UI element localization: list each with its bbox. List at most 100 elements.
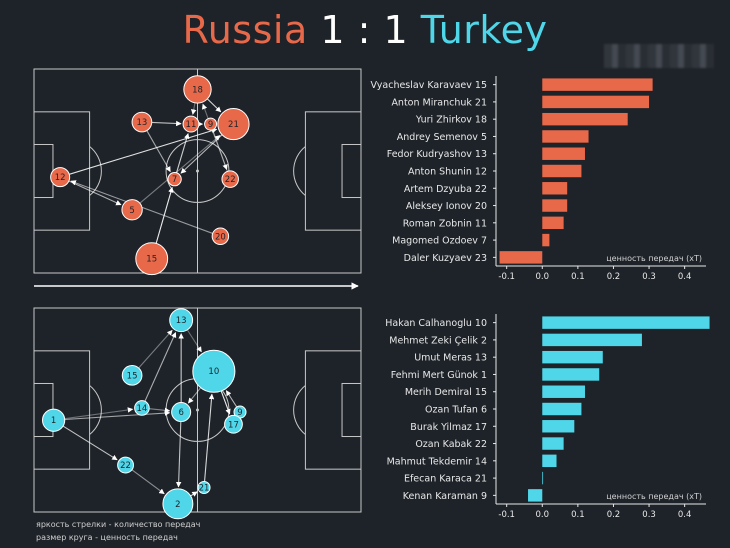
player-number: 1 <box>51 416 56 426</box>
x-tick-label: 0.2 <box>607 272 621 282</box>
player-node: 22 <box>117 456 134 474</box>
player-circle <box>217 107 250 141</box>
player-node: 20 <box>211 227 230 246</box>
player-circle <box>169 308 194 333</box>
left-penalty-area <box>33 350 91 470</box>
pass-arrow <box>212 129 228 171</box>
pass-arrow <box>220 390 231 415</box>
player-circle <box>167 172 182 187</box>
player-node: 13 <box>131 111 153 133</box>
player-number: 13 <box>176 316 187 326</box>
player-circle <box>221 170 239 188</box>
pass-arrow <box>175 133 190 173</box>
player-label: Andrey Semenov 5 <box>397 132 487 143</box>
player-circle <box>42 408 66 432</box>
bar <box>542 95 650 109</box>
pass-arrow <box>175 421 182 488</box>
pass-arrow <box>131 469 165 495</box>
bar <box>542 350 603 364</box>
player-node: 17 <box>224 414 243 434</box>
player-number: 6 <box>178 408 183 418</box>
player-number: 18 <box>192 85 203 95</box>
player-node: 10 <box>192 349 236 393</box>
player-label: Anton Shunin 12 <box>408 167 487 178</box>
bar <box>542 437 564 450</box>
player-label: Merih Demiral 15 <box>405 387 487 398</box>
pass-network-russia: 18 13 11 9 21 12 7 22 5 20 15 <box>50 75 250 276</box>
player-node: 11 <box>182 115 200 133</box>
bar <box>542 420 575 433</box>
player-label: Efecan Karaca 21 <box>404 474 487 485</box>
player-node: 22 <box>221 170 239 188</box>
bar <box>542 112 628 126</box>
player-number: 12 <box>55 173 66 183</box>
match-title: Russia 1 : 1 Turkey <box>0 8 730 52</box>
pass-arrow <box>187 387 202 404</box>
player-node: 2 <box>162 488 194 520</box>
player-number: 13 <box>136 118 147 128</box>
left-penalty-arc <box>89 146 102 196</box>
player-node: 1 <box>42 408 66 432</box>
bar <box>542 182 568 195</box>
pass-arrow <box>151 120 182 127</box>
player-number: 17 <box>228 420 239 430</box>
player-number: 9 <box>237 408 242 418</box>
player-label: Roman Zobnin 11 <box>403 218 487 229</box>
player-number: 21 <box>199 484 210 494</box>
pass-arrow <box>149 407 171 414</box>
pitch-1 <box>33 307 362 513</box>
player-number: 20 <box>215 232 226 242</box>
player-label: Umut Meras 13 <box>414 353 487 364</box>
player-label: Kenan Karaman 9 <box>403 491 487 502</box>
player-circle <box>134 400 150 416</box>
player-circle <box>50 167 71 188</box>
pass-arrow <box>201 103 228 172</box>
pass-arrow <box>191 102 197 115</box>
player-label: Daler Kuzyaev 23 <box>404 253 487 264</box>
player-circle <box>121 364 143 386</box>
left-goal-area <box>33 143 54 199</box>
right-penalty-arc <box>293 146 306 196</box>
bar <box>542 333 642 347</box>
x-axis-label: ценность передач (xT) <box>606 492 702 501</box>
player-label: Mahmut Tekdemir 14 <box>387 456 487 467</box>
player-circle <box>192 349 236 393</box>
pass-arrow <box>144 332 177 402</box>
player-label: Burak Yilmaz 17 <box>410 422 487 433</box>
player-circle <box>117 456 134 474</box>
legend-note-circles: размер круга - ценность передач <box>36 533 178 542</box>
player-number: 14 <box>136 404 147 414</box>
pass-arrow <box>225 390 238 408</box>
bar <box>542 471 544 485</box>
player-label: Magomed Ozdoev 7 <box>392 236 487 247</box>
player-circle <box>183 75 212 104</box>
x-tick-label: 0.0 <box>536 510 550 520</box>
player-node: 7 <box>167 172 182 187</box>
player-number: 22 <box>225 175 236 185</box>
right-goal-area <box>341 382 362 438</box>
pass-arrow <box>203 393 215 482</box>
player-node: 15 <box>135 242 169 276</box>
bar <box>542 233 550 247</box>
pass-arrow <box>139 135 221 204</box>
pass-arrow <box>64 410 171 421</box>
player-node: 15 <box>121 364 143 386</box>
player-number: 10 <box>208 367 219 377</box>
player-label: Mehmet Zeki Çelik 2 <box>389 335 487 346</box>
x-tick-label: 0.0 <box>536 272 550 282</box>
x-tick-label: 0.3 <box>642 510 656 520</box>
player-circle <box>171 402 192 423</box>
x-tick-label: 0.2 <box>607 510 621 520</box>
pass-arrow <box>180 134 223 174</box>
player-number: 5 <box>129 206 134 216</box>
bar <box>542 216 564 230</box>
player-number: 7 <box>172 175 177 185</box>
player-circle <box>204 117 218 131</box>
player-label: Artem Dzyuba 22 <box>404 184 487 195</box>
x-axis-label: ценность передач (xT) <box>606 254 702 263</box>
right-goal-area <box>341 143 362 199</box>
pass-arrow <box>155 186 174 244</box>
bar <box>542 316 710 329</box>
x-tick-label: 0.4 <box>678 510 692 520</box>
center-spot <box>196 169 199 173</box>
